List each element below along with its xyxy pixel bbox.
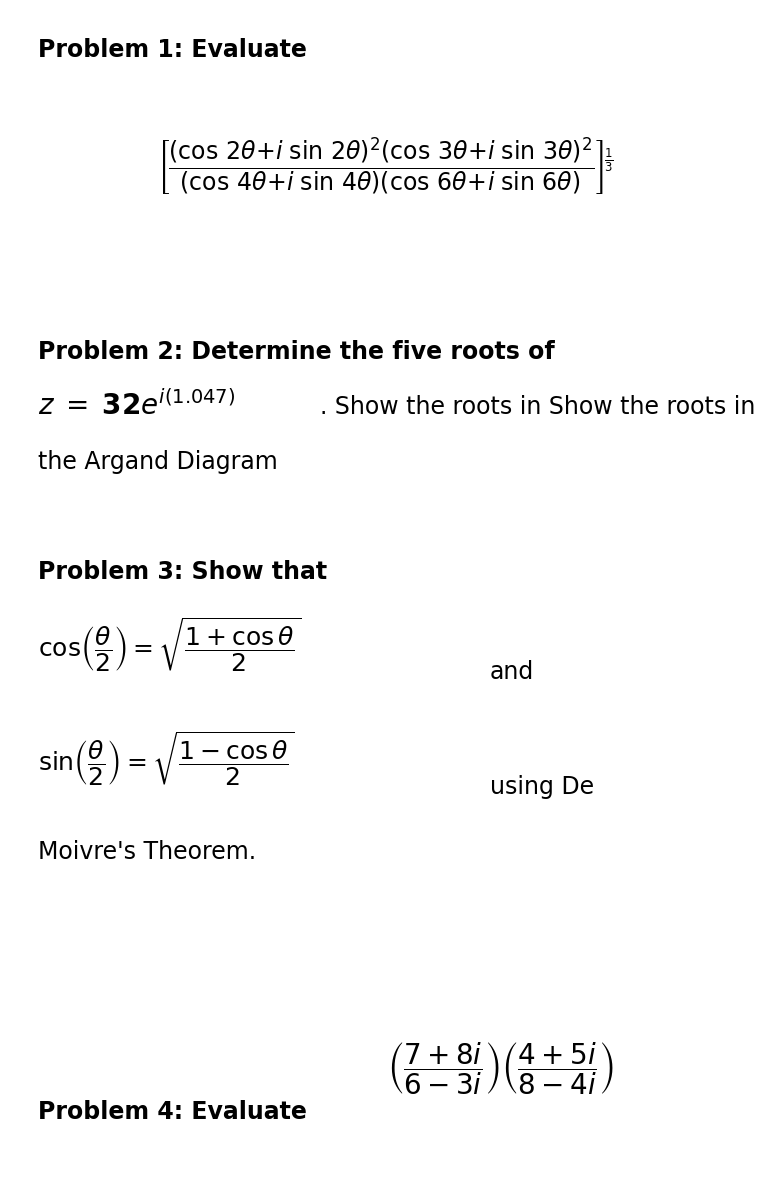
Text: $z\;=\;\mathbf{32}e^{i(1.047)}$: $z\;=\;\mathbf{32}e^{i(1.047)}$ bbox=[38, 390, 235, 420]
Text: $\left[\dfrac{(\cos\,2\theta\!+\!i\;\sin\,2\theta)^{2}(\cos\,3\theta\!+\!i\;\sin: $\left[\dfrac{(\cos\,2\theta\!+\!i\;\sin… bbox=[157, 134, 614, 197]
Text: using De: using De bbox=[490, 775, 594, 799]
Text: and: and bbox=[490, 660, 534, 684]
Text: $\left(\dfrac{7+8i}{6-3i}\right)\left(\dfrac{4+5i}{8-4i}\right)$: $\left(\dfrac{7+8i}{6-3i}\right)\left(\d… bbox=[386, 1040, 614, 1097]
Text: Problem 3: Show that: Problem 3: Show that bbox=[38, 560, 327, 584]
Text: $\cos\!\left(\dfrac{\theta}{2}\right)=\sqrt{\dfrac{1+\cos\theta}{2}}$: $\cos\!\left(\dfrac{\theta}{2}\right)=\s… bbox=[38, 614, 301, 673]
Text: Problem 2: Determine the five roots of: Problem 2: Determine the five roots of bbox=[38, 340, 555, 364]
Text: Problem 1: Evaluate: Problem 1: Evaluate bbox=[38, 38, 307, 62]
Text: $\sin\!\left(\dfrac{\theta}{2}\right)=\sqrt{\dfrac{1-\cos\theta}{2}}$: $\sin\!\left(\dfrac{\theta}{2}\right)=\s… bbox=[38, 730, 295, 788]
Text: . Show the roots in Show the roots in: . Show the roots in Show the roots in bbox=[320, 395, 756, 419]
Text: Problem 4: Evaluate: Problem 4: Evaluate bbox=[38, 1100, 307, 1124]
Text: Moivre's Theorem.: Moivre's Theorem. bbox=[38, 840, 256, 864]
Text: the Argand Diagram: the Argand Diagram bbox=[38, 450, 278, 474]
